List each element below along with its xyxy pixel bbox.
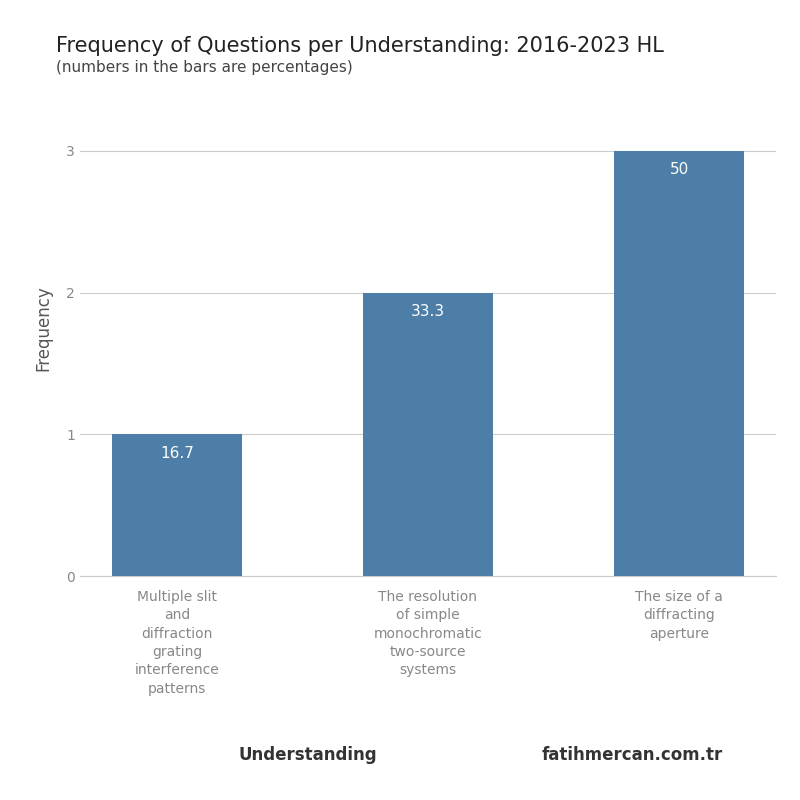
- Text: 33.3: 33.3: [411, 304, 445, 319]
- Bar: [362, 293, 494, 576]
- Bar: [614, 151, 744, 576]
- Text: 50: 50: [670, 162, 689, 177]
- Y-axis label: Frequency: Frequency: [34, 285, 52, 371]
- Text: 16.7: 16.7: [160, 446, 194, 461]
- Bar: [112, 434, 242, 576]
- Text: (numbers in the bars are percentages): (numbers in the bars are percentages): [56, 60, 353, 75]
- Text: Understanding: Understanding: [238, 746, 378, 764]
- Text: fatihmercan.com.tr: fatihmercan.com.tr: [542, 746, 722, 764]
- Text: Frequency of Questions per Understanding: 2016-2023 HL: Frequency of Questions per Understanding…: [56, 36, 664, 56]
